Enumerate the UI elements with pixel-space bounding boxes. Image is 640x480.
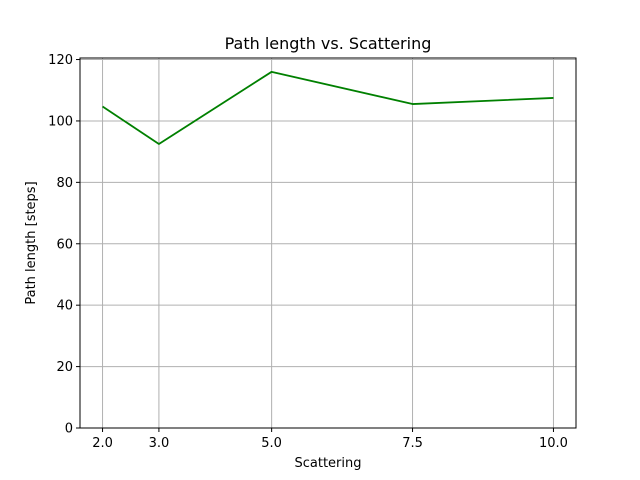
x-tick-label: 2.0 [92, 436, 113, 451]
y-tick-label: 20 [56, 360, 73, 375]
y-tick-label: 60 [56, 237, 73, 252]
y-tick-label: 80 [56, 176, 73, 191]
x-tick-label: 10.0 [539, 436, 568, 451]
x-tick-label: 3.0 [149, 436, 170, 451]
y-tick-label: 120 [48, 53, 73, 68]
chart-title: Path length vs. Scattering [225, 34, 432, 53]
y-tick-label: 100 [48, 114, 73, 129]
series-layer [102, 70, 554, 145]
x-tick-label: 5.0 [261, 436, 282, 451]
tick-layer: 2.0 3.0 5.0 7.5 10.0 0 20 40 60 80 100 120 [48, 53, 568, 451]
x-tick-label: 7.5 [402, 436, 423, 451]
y-tick-label: 40 [56, 299, 73, 314]
y-tick-label: 0 [65, 422, 73, 437]
x-axis-label: Scattering [294, 456, 361, 471]
data-series-line [102, 70, 554, 145]
y-axis-label: Path length [steps] [24, 181, 39, 304]
plot-frame [79, 57, 577, 429]
